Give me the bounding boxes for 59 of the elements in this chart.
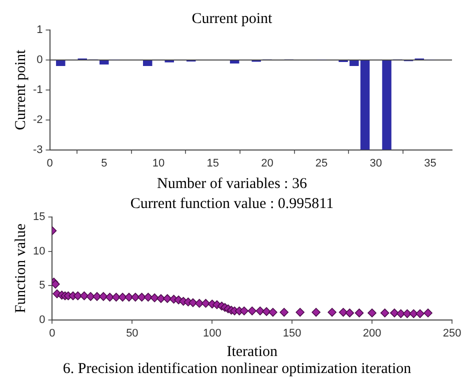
point xyxy=(92,292,102,301)
y-axis-title: Current point xyxy=(12,48,29,130)
point xyxy=(262,307,271,316)
y-tick-label: 0 xyxy=(39,314,46,326)
point xyxy=(268,308,278,317)
y-tick-label: -2 xyxy=(33,114,43,126)
point xyxy=(124,292,134,302)
point xyxy=(130,292,140,302)
x-tick-label: 30 xyxy=(370,157,382,170)
point xyxy=(99,292,108,301)
y-tick-label: -1 xyxy=(33,84,43,96)
x-tick-label: 250 xyxy=(442,327,462,340)
point xyxy=(240,306,249,316)
y-tick-label: 0 xyxy=(36,54,43,66)
chart-title: Current point xyxy=(192,10,274,27)
point xyxy=(188,298,198,308)
chart-subtitle: Current function value : 0.995811 xyxy=(130,196,334,212)
point xyxy=(80,291,89,300)
x-tick-label: 100 xyxy=(202,327,222,340)
x-tick-label: 50 xyxy=(126,327,138,340)
y-tick-label: -3 xyxy=(33,144,43,156)
point xyxy=(390,308,399,318)
point xyxy=(416,309,424,318)
point xyxy=(380,308,390,318)
text: 6. Precision identification nonlinear optimization iteration xyxy=(62,361,412,378)
point xyxy=(150,293,159,302)
x-tick-label: 35 xyxy=(424,157,436,170)
x-tick-label: 15 xyxy=(206,157,219,170)
point xyxy=(328,308,336,317)
chart-title: Number of variables : 36 xyxy=(157,176,308,192)
point xyxy=(201,298,210,308)
y-tick-label: 5 xyxy=(39,280,46,292)
x-tick-label: 150 xyxy=(282,327,302,340)
x-tick-label: 0 xyxy=(49,327,56,340)
x-tick-label: 200 xyxy=(362,327,382,340)
point xyxy=(312,308,320,317)
point xyxy=(354,308,364,318)
point xyxy=(156,294,166,303)
point xyxy=(118,292,127,302)
point xyxy=(194,298,204,308)
point xyxy=(368,308,376,318)
x-tick-label: 20 xyxy=(261,157,274,170)
point xyxy=(248,306,257,316)
x-axis-title: Iteration xyxy=(226,344,278,360)
y-tick-label: 10 xyxy=(32,245,46,258)
y-tick-label: 1 xyxy=(36,24,43,36)
y-tick-label: 15 xyxy=(32,211,46,224)
x-tick-label: 5 xyxy=(101,157,108,170)
x-tick-label: 10 xyxy=(152,157,165,170)
x-tick-label: 25 xyxy=(315,157,328,170)
point xyxy=(345,308,354,318)
point xyxy=(162,294,172,303)
y-axis-title: Function value xyxy=(12,223,29,314)
point xyxy=(296,308,304,317)
point xyxy=(256,306,265,316)
point xyxy=(424,308,432,318)
point xyxy=(280,308,288,317)
point xyxy=(338,308,348,317)
point xyxy=(144,292,153,302)
